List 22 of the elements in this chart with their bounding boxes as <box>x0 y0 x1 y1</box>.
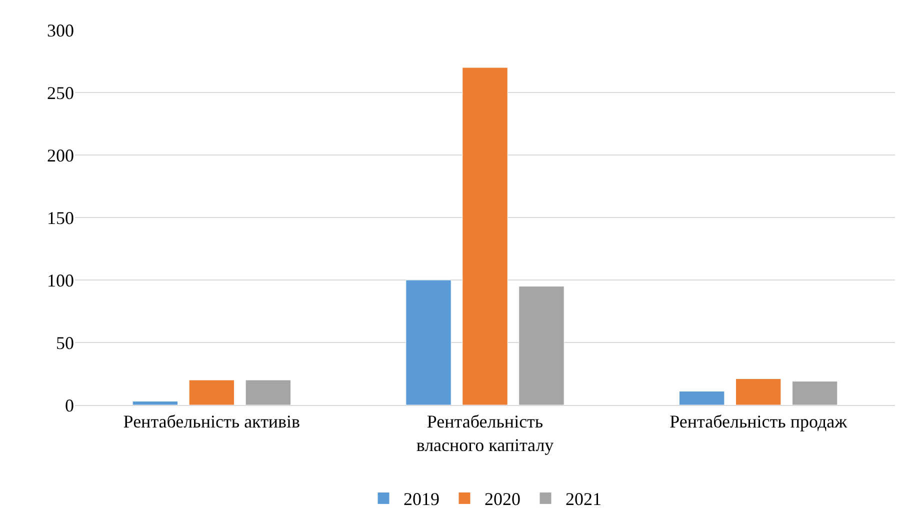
bar <box>406 280 452 405</box>
y-tick-label: 300 <box>47 20 74 40</box>
bar <box>188 380 235 405</box>
y-tick-label: 0 <box>65 395 74 416</box>
bar <box>462 67 508 405</box>
bar <box>679 391 725 405</box>
bar <box>518 286 564 405</box>
legend-label: 2020 <box>484 489 520 510</box>
bar <box>792 381 838 405</box>
bar <box>132 401 178 405</box>
y-tick-label: 50 <box>56 332 74 353</box>
legend-label: 2021 <box>566 489 602 510</box>
bar <box>735 378 782 405</box>
y-tick-label: 250 <box>47 82 74 103</box>
legend-label: 2019 <box>404 489 440 510</box>
x-tick-label: Рентабельність власного капіталу <box>416 412 554 455</box>
y-tick-label: 100 <box>47 270 74 290</box>
y-tick-label: 200 <box>47 145 74 166</box>
x-tick-label: Рентабельність продаж <box>670 412 848 432</box>
bar <box>245 380 291 405</box>
y-tick-label: 150 <box>47 208 74 228</box>
x-tick-label: Рентабельність активів <box>123 412 300 432</box>
